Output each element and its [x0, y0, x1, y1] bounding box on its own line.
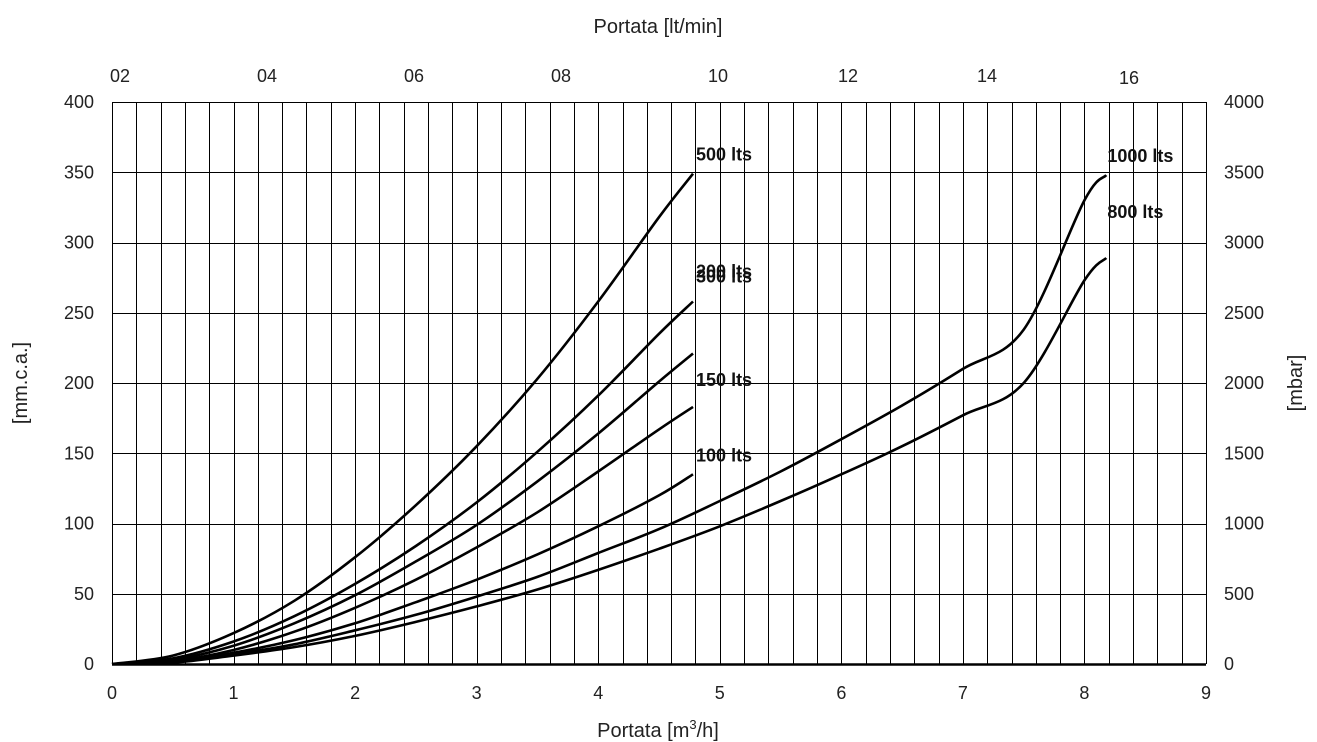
series-curves [111, 172, 1108, 666]
top-tick-label: 06 [404, 66, 424, 86]
x-tick-label: 7 [958, 683, 968, 703]
series-line-500-lts [111, 172, 695, 666]
y-right-tick-label: 4000 [1224, 92, 1264, 112]
x-axis-title: Portata [m3/h] [597, 717, 719, 742]
top-tick-label: 08 [551, 66, 571, 86]
y-left-tick-label: 150 [64, 443, 94, 463]
x-tick-label: 5 [715, 683, 725, 703]
y-left-tick-label: 300 [64, 233, 94, 253]
series-label-200-lts: 200 lts [696, 261, 752, 281]
y-right-tick-label: 2000 [1224, 373, 1264, 393]
y-right-tick-label: 0 [1224, 654, 1234, 674]
x-tick-label: 9 [1201, 683, 1211, 703]
top-tick-label: 14 [977, 66, 997, 86]
x-axis-title-end: /h] [697, 720, 719, 742]
top-tick-label: 16 [1119, 68, 1139, 88]
grid [112, 102, 1207, 666]
x-tick-label: 1 [229, 683, 239, 703]
series-line-150-lts [111, 405, 694, 666]
y-left-tick-label: 350 [64, 162, 94, 182]
x-tick-label: 2 [350, 683, 360, 703]
y-left-tick-label: 200 [64, 373, 94, 393]
series-label-500-lts: 500 lts [696, 145, 752, 165]
top-tick-label: 10 [708, 66, 728, 86]
y-left-tick-label: 50 [74, 584, 94, 604]
x-tick-label: 8 [1079, 683, 1089, 703]
x-tick-label: 6 [836, 683, 846, 703]
x-axis-title-superscript: 3 [689, 717, 696, 732]
x-tick-label: 0 [107, 683, 117, 703]
y-left-tick-label: 250 [64, 303, 94, 323]
top-tick-label: 02 [110, 66, 130, 86]
series-line-1000-lts [111, 174, 1108, 666]
y-left-tick-label: 100 [64, 514, 94, 534]
y-right-tick-label: 3000 [1224, 233, 1264, 253]
x-tick-label: 4 [593, 683, 603, 703]
series-label-150-lts: 150 lts [696, 370, 752, 390]
x-tick-label: 3 [472, 683, 482, 703]
y-right-tick-label: 1000 [1224, 514, 1264, 534]
series-label-1000-lts: 1000 lts [1107, 146, 1173, 166]
y-left-axis-title: [mm.c.a.] [10, 342, 32, 424]
series-line-300-lts [111, 300, 694, 666]
x-axis-title-main: Portata [m [597, 720, 689, 742]
y-right-axis-title: [mbar] [1285, 355, 1307, 412]
top-axis-title: Portata [lt/min] [594, 16, 723, 38]
series-line-800-lts [111, 257, 1108, 666]
y-left-tick-label: 0 [84, 654, 94, 674]
tick-labels: 0 1 2 3 4 5 6 7 8 9050100150200250300350400050010… [64, 66, 1264, 703]
top-tick-label: 04 [257, 66, 277, 86]
y-right-tick-label: 3500 [1224, 162, 1264, 182]
y-right-tick-label: 1500 [1224, 443, 1264, 463]
top-tick-label: 12 [838, 66, 858, 86]
series-label-300-lts: 300 lts [696, 267, 752, 287]
y-left-tick-label: 400 [64, 92, 94, 112]
series-line-200-lts [111, 352, 694, 666]
series-label-100-lts: 100 lts [696, 445, 752, 465]
y-right-tick-label: 2500 [1224, 303, 1264, 323]
series-label-800-lts: 800 lts [1107, 202, 1163, 222]
y-right-tick-label: 500 [1224, 584, 1254, 604]
